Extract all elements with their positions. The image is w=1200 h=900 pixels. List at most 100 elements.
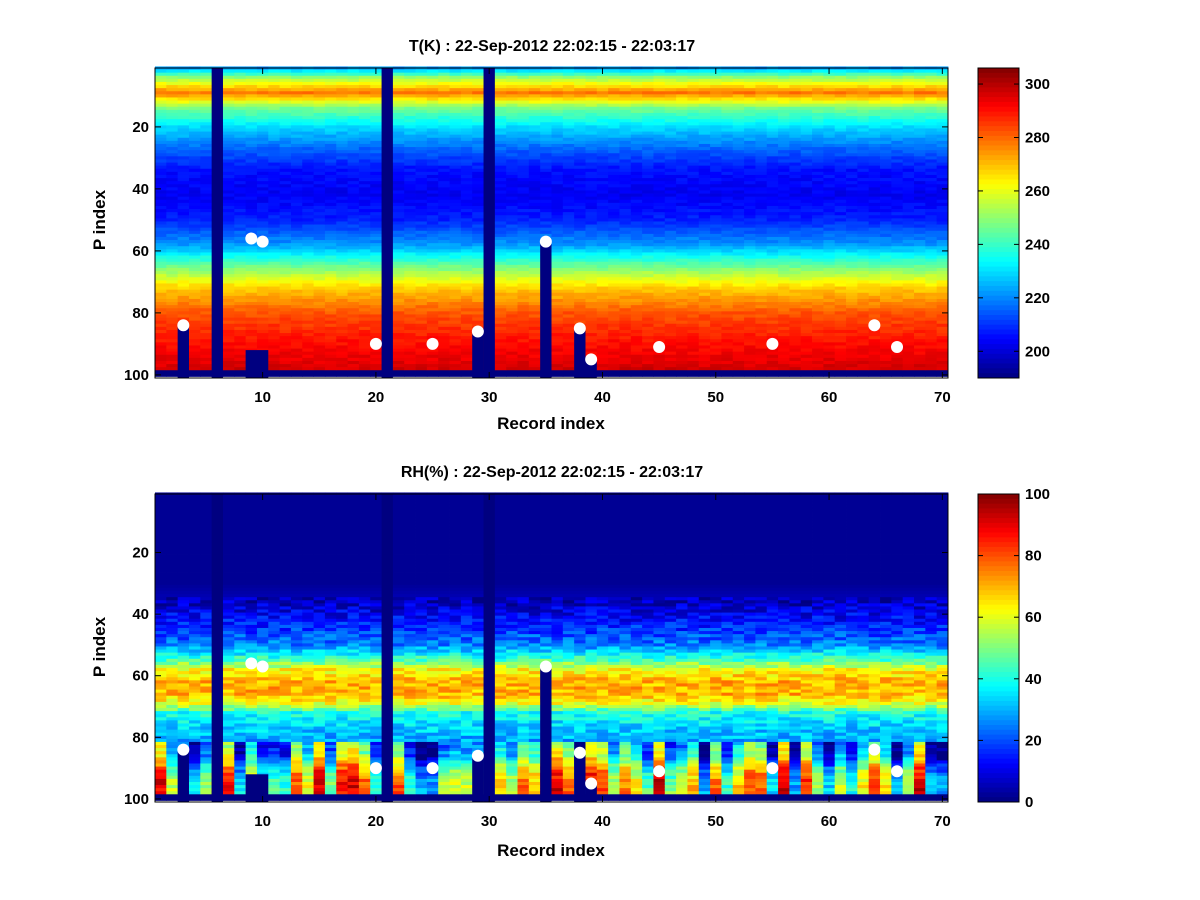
heatmap-cell — [551, 283, 564, 287]
heatmap-cell — [698, 178, 711, 182]
heatmap-cell — [222, 336, 235, 340]
heatmap-cell — [268, 320, 281, 325]
heatmap-cell — [290, 255, 303, 260]
heatmap-cell — [166, 218, 179, 222]
heatmap-cell — [279, 326, 292, 331]
heatmap-cell — [177, 100, 190, 105]
heatmap-cell — [256, 85, 269, 89]
heatmap-cell — [506, 240, 518, 244]
heatmap-cell — [664, 221, 677, 225]
heatmap-cell — [460, 143, 473, 148]
heatmap-cell — [256, 218, 269, 222]
heatmap-cell — [494, 153, 507, 157]
heatmap-cell — [358, 314, 371, 318]
heatmap-cell — [177, 302, 190, 306]
heatmap-cell — [551, 131, 564, 136]
heatmap-cell — [336, 171, 348, 176]
heatmap-cell — [653, 311, 666, 315]
heatmap-cell — [664, 345, 677, 349]
heatmap-cell — [302, 329, 314, 334]
heatmap-cell — [392, 336, 405, 340]
heatmap-cell — [687, 190, 700, 194]
heatmap-cell — [166, 333, 179, 337]
heatmap-cell — [574, 283, 586, 287]
heatmap-cell — [415, 370, 428, 374]
heatmap-cell — [336, 134, 348, 139]
heatmap-cell — [585, 103, 598, 108]
heatmap-cell — [438, 345, 450, 349]
heatmap-cell — [619, 243, 632, 247]
heatmap-cell — [494, 205, 507, 210]
heatmap-cell — [392, 342, 405, 346]
heatmap-cell — [506, 348, 518, 353]
heatmap-cell — [506, 292, 518, 297]
heatmap-cell — [268, 137, 281, 142]
heatmap-cell — [676, 168, 688, 173]
heatmap-cell — [710, 122, 722, 126]
heatmap-cell — [166, 125, 179, 129]
heatmap-cell — [596, 243, 609, 247]
heatmap-cell — [415, 305, 428, 309]
heatmap-cell — [222, 156, 235, 160]
heatmap-cell — [370, 131, 382, 136]
heatmap-cell — [279, 116, 292, 120]
heatmap-cell — [347, 202, 360, 207]
heatmap-cell — [574, 305, 586, 309]
heatmap-cell — [698, 333, 711, 337]
heatmap-cell — [188, 295, 201, 300]
heatmap-cell — [392, 283, 405, 287]
heatmap-cell — [313, 137, 326, 142]
heatmap-cell — [585, 230, 598, 235]
heatmap-cell — [415, 326, 428, 331]
heatmap-cell — [676, 134, 688, 139]
heatmap-cell — [698, 240, 711, 244]
heatmap-cell — [710, 233, 722, 238]
heatmap-cell — [653, 314, 666, 318]
heatmap-cell — [347, 72, 360, 77]
heatmap-cell — [234, 137, 247, 142]
heatmap-cell — [438, 336, 450, 340]
heatmap-cell — [279, 277, 292, 281]
heatmap-cell — [687, 81, 700, 86]
heatmap-cell — [415, 233, 428, 238]
heatmap-cell — [245, 221, 258, 225]
heatmap-cell — [551, 367, 564, 371]
heatmap-cell — [472, 75, 484, 80]
heatmap-cell — [506, 298, 518, 303]
heatmap-cell — [698, 302, 711, 306]
heatmap-cell — [506, 336, 518, 340]
heatmap-cell — [551, 97, 564, 101]
heatmap-cell — [222, 140, 235, 145]
heatmap-cell — [268, 128, 281, 132]
heatmap-cell — [234, 357, 247, 362]
heatmap-cell — [494, 81, 507, 86]
heatmap-cell — [619, 261, 632, 266]
heatmap-cell — [608, 267, 620, 272]
heatmap-cell — [392, 153, 405, 157]
heatmap-cell — [710, 308, 722, 312]
heatmap-cell — [188, 224, 201, 229]
heatmap-cell — [608, 85, 620, 89]
heatmap-cell — [687, 283, 700, 287]
heatmap-cell — [222, 91, 235, 95]
heatmap-cell — [676, 292, 688, 297]
heatmap-cell — [313, 364, 326, 368]
heatmap-cell — [630, 165, 643, 170]
heatmap-cell — [324, 274, 337, 278]
heatmap-cell — [222, 277, 235, 281]
heatmap-cell — [664, 277, 677, 281]
heatmap-cell — [642, 308, 654, 312]
heatmap-cell — [324, 131, 337, 136]
heatmap-cell — [188, 367, 201, 371]
heatmap-cell — [506, 153, 518, 157]
heatmap-cell — [392, 224, 405, 229]
heatmap-cell — [234, 258, 247, 263]
heatmap-cell — [528, 78, 541, 83]
heatmap-cell — [279, 109, 292, 114]
heatmap-cell — [449, 305, 462, 309]
heatmap-cell — [585, 314, 598, 318]
heatmap-cell — [460, 283, 473, 287]
heatmap-cell — [200, 370, 213, 374]
heatmap-cell — [449, 88, 462, 92]
heatmap-cell — [460, 215, 473, 219]
